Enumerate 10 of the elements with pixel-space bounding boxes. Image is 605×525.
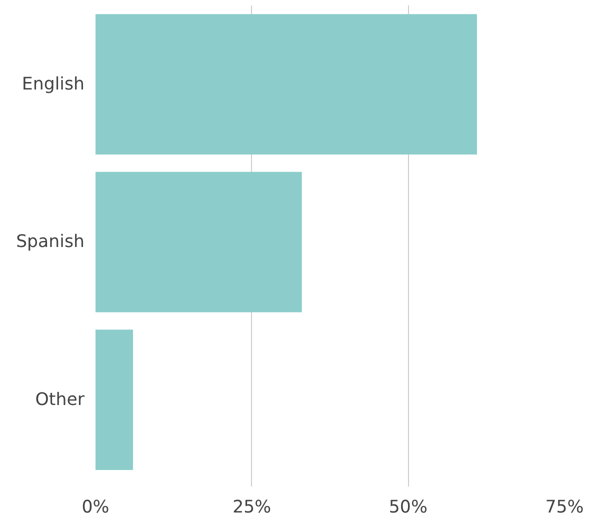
x-tick-label: 50% xyxy=(388,498,428,518)
y-tick-label: English xyxy=(22,74,85,94)
bar xyxy=(96,330,134,470)
y-tick-label: Spanish xyxy=(16,232,85,252)
x-tick-label: 75% xyxy=(545,498,584,518)
bar xyxy=(96,14,477,155)
y-tick-label: Other xyxy=(35,390,86,410)
x-tick-label: 0% xyxy=(82,498,110,518)
x-tick-label: 25% xyxy=(232,498,272,518)
bar xyxy=(96,172,302,312)
